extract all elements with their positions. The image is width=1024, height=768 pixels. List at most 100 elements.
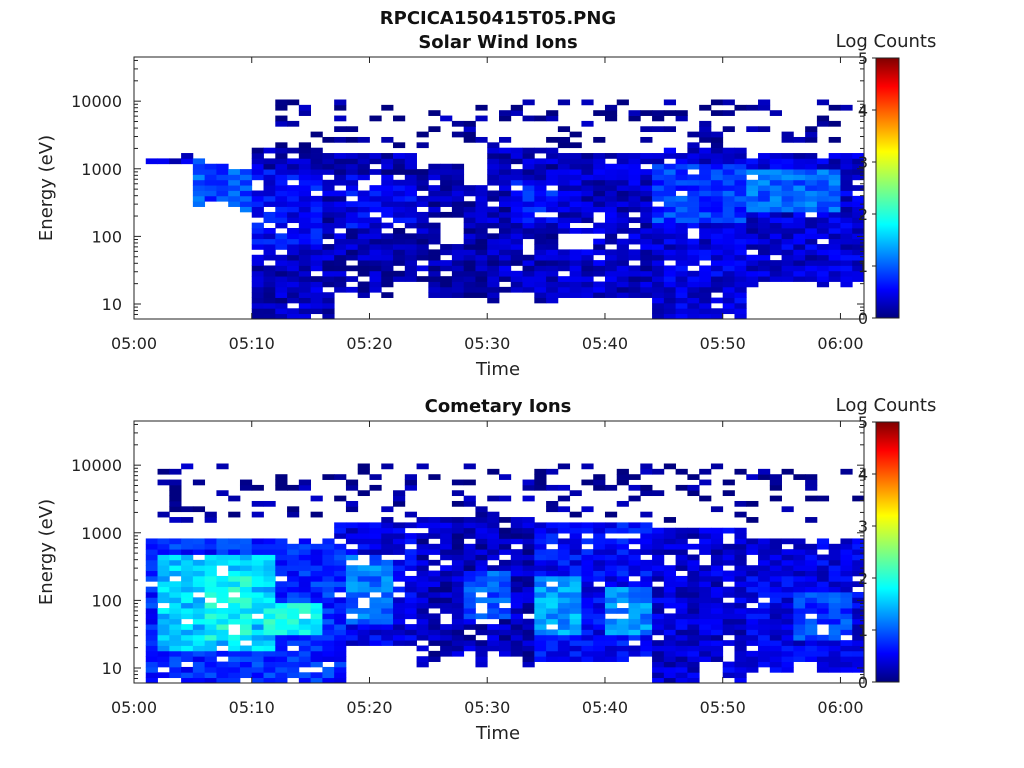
- heatmap-cell: [828, 666, 841, 673]
- heatmap-cell: [522, 484, 535, 491]
- heatmap-cell: [428, 169, 441, 175]
- heatmap-cell: [499, 543, 512, 550]
- heatmap-cell: [322, 575, 335, 582]
- heatmap-cell: [228, 640, 241, 646]
- heatmap-cell: [593, 591, 606, 598]
- heatmap-cell: [451, 624, 465, 630]
- heatmap-cell: [534, 163, 547, 170]
- heatmap-cell: [357, 174, 370, 181]
- heatmap-cell: [675, 169, 688, 175]
- heatmap-cell: [628, 591, 641, 598]
- heatmap-cell: [604, 110, 618, 116]
- heatmap-cell: [805, 244, 818, 250]
- heatmap-cell: [628, 597, 641, 604]
- heatmap-cell: [663, 666, 677, 673]
- heatmap-cell: [852, 260, 865, 266]
- heatmap-cell: [663, 308, 677, 315]
- heatmap-cell: [699, 238, 712, 245]
- heatmap-cell: [604, 624, 618, 630]
- heatmap-cell: [569, 591, 582, 598]
- heatmap-cell: [192, 163, 206, 170]
- heatmap-cell: [428, 286, 441, 293]
- heatmap-cell: [463, 463, 476, 470]
- heatmap-cell: [828, 169, 841, 175]
- heatmap-cell: [616, 292, 629, 298]
- heatmap-cell: [852, 666, 865, 673]
- heatmap-cell: [357, 201, 370, 207]
- heatmap-cell: [534, 645, 547, 652]
- heatmap-cell: [169, 506, 182, 513]
- heatmap-cell: [675, 244, 688, 250]
- heatmap-cell: [228, 586, 241, 593]
- heatmap-cell: [557, 543, 571, 550]
- heatmap-cell: [769, 211, 782, 218]
- heatmap-cell: [487, 163, 500, 170]
- heatmap-cell: [487, 270, 500, 277]
- heatmap-cell: [805, 581, 818, 588]
- heatmap-cell: [475, 249, 488, 256]
- heatmap-cell: [652, 575, 665, 582]
- heatmap-cell: [499, 549, 512, 555]
- heatmap-cell: [534, 254, 547, 261]
- heatmap-cell: [616, 500, 629, 507]
- heatmap-cell: [675, 254, 688, 261]
- heatmap-cell: [393, 115, 406, 122]
- heatmap-cell: [710, 297, 724, 304]
- heatmap-cell: [440, 549, 453, 555]
- heatmap-cell: [275, 313, 288, 320]
- heatmap-cell: [604, 286, 618, 293]
- heatmap-cell: [546, 222, 559, 229]
- heatmap-cell: [251, 206, 264, 213]
- heatmap-cell: [840, 570, 853, 577]
- heatmap-cell: [263, 174, 276, 181]
- heatmap-cell: [263, 597, 276, 604]
- heatmap-cell: [616, 656, 629, 662]
- heatmap-cell: [216, 618, 229, 625]
- heatmap-cell: [734, 169, 747, 175]
- x-tick-label: 05:20: [346, 334, 392, 353]
- heatmap-cell: [145, 538, 158, 545]
- heatmap-cell: [722, 147, 735, 154]
- heatmap-cell: [263, 640, 276, 646]
- heatmap-cell: [287, 227, 300, 234]
- heatmap-cell: [569, 195, 582, 202]
- heatmap-cell: [557, 195, 571, 202]
- heatmap-cell: [463, 522, 476, 529]
- heatmap-cell: [534, 286, 547, 293]
- heatmap-cell: [357, 527, 370, 534]
- heatmap-cell: [640, 602, 653, 609]
- heatmap-cell: [699, 276, 712, 282]
- heatmap-cell: [652, 185, 665, 191]
- heatmap-cell: [310, 645, 323, 652]
- heatmap-cell: [357, 238, 370, 245]
- heatmap-cell: [710, 629, 724, 636]
- heatmap-cell: [663, 195, 677, 202]
- heatmap-cell: [522, 222, 535, 229]
- heatmap-cell: [557, 217, 571, 224]
- heatmap-cell: [687, 565, 700, 571]
- heatmap-cell: [181, 656, 194, 662]
- heatmap-cell: [604, 570, 618, 577]
- heatmap-cell: [793, 265, 806, 272]
- heatmap-cell: [699, 233, 712, 240]
- heatmap-cell: [451, 527, 465, 534]
- heatmap-cell: [522, 634, 535, 641]
- heatmap-cell: [251, 570, 264, 577]
- heatmap-cell: [251, 661, 264, 668]
- heatmap-cell: [758, 265, 771, 272]
- heatmap-cell: [251, 244, 264, 250]
- heatmap-cell: [298, 624, 312, 630]
- heatmap-cell: [687, 238, 700, 245]
- heatmap-cell: [699, 308, 712, 315]
- heatmap-cell: [451, 276, 465, 282]
- heatmap-cell: [298, 677, 312, 684]
- heatmap-cell: [593, 629, 606, 636]
- heatmap-cell: [722, 575, 735, 582]
- heatmap-cell: [345, 565, 359, 571]
- heatmap-cell: [157, 549, 170, 555]
- heatmap-cell: [169, 624, 182, 630]
- heatmap-cell: [816, 195, 830, 202]
- heatmap-cell: [310, 185, 323, 191]
